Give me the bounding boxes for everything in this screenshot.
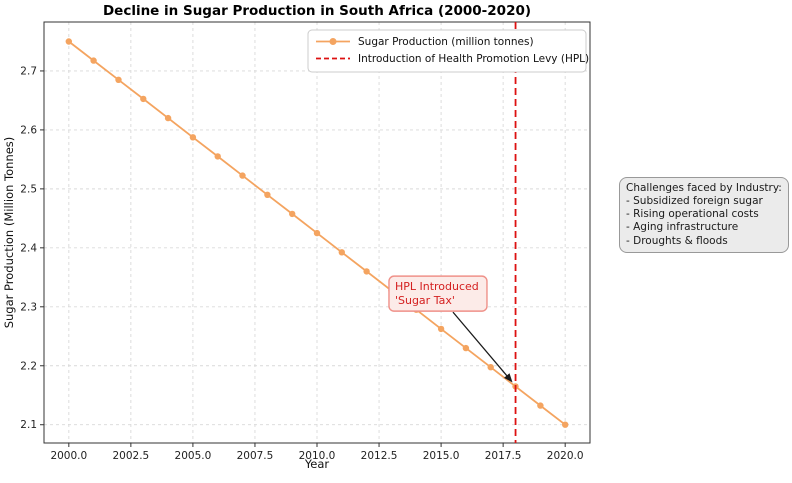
challenges-title: Challenges faced by Industry: — [626, 182, 782, 194]
data-point — [214, 153, 221, 160]
challenges-item: - Aging infrastructure — [626, 221, 739, 234]
data-point — [437, 325, 445, 333]
challenges-item: - Subsidized foreign sugar — [626, 195, 763, 208]
y-tick-label: 2.1 — [20, 419, 37, 431]
data-point — [115, 76, 122, 84]
x-tick-label: 2012.5 — [361, 450, 398, 462]
y-axis-label: Sugar Production (Million Tonnes) — [2, 137, 16, 329]
chart-title: Decline in Sugar Production in South Afr… — [103, 3, 531, 19]
annotation-text-line2: 'Sugar Tax' — [395, 294, 455, 307]
x-tick-label: 2015.0 — [423, 450, 460, 462]
annotation-arrow — [452, 311, 511, 380]
data-point — [462, 344, 470, 352]
annotation-text-line1: HPL Introduced — [395, 280, 479, 293]
data-point — [189, 134, 197, 141]
x-axis-label: Year — [304, 457, 330, 471]
legend-marker-icon — [329, 38, 337, 45]
data-point — [537, 402, 544, 409]
y-tick-label: 2.7 — [20, 65, 37, 77]
challenges-box: Challenges faced by Industry: - Subsidiz… — [619, 177, 789, 253]
legend-label-series: Sugar Production (million tonnes) — [358, 36, 534, 48]
data-point — [65, 38, 73, 45]
data-point — [264, 191, 271, 198]
data-point — [140, 95, 147, 103]
legend-label-vline: Introduction of Health Promotion Levy (H… — [358, 53, 589, 65]
annotation-arrowhead — [504, 373, 513, 383]
ticks-layer: 2000.0 2002.5 2005.0 2007.5 2010.0 2012.5 2015… — [20, 65, 583, 462]
grid-layer — [44, 22, 590, 443]
data-point — [239, 172, 246, 179]
legend: Sugar Production (million tonnes) Introd… — [307, 29, 589, 73]
x-tick-label: 2007.5 — [237, 450, 274, 462]
annotation-callout: HPL Introduced'Sugar Tax' — [388, 275, 513, 383]
data-point — [338, 249, 345, 256]
x-tick-label: 2010.0 — [299, 450, 336, 462]
legend-box — [307, 29, 587, 73]
y-tick-label: 2.3 — [20, 301, 37, 313]
x-tick-label: 2002.5 — [112, 450, 149, 462]
data-point — [164, 114, 172, 122]
x-tick-label: 2017.5 — [485, 450, 522, 462]
x-tick-label: 2000.0 — [50, 450, 87, 462]
series-layer — [65, 22, 569, 443]
y-tick-label: 2.5 — [20, 183, 37, 195]
challenges-item: - Droughts & floods — [626, 234, 728, 247]
annotation-box — [388, 275, 488, 312]
data-point — [313, 229, 321, 237]
data-point — [289, 210, 296, 218]
challenges-item: - Rising operational costs — [626, 208, 759, 221]
y-tick-label: 2.4 — [20, 242, 37, 254]
y-tick-label: 2.6 — [20, 124, 37, 136]
data-point — [487, 364, 494, 371]
x-tick-label: 2005.0 — [175, 450, 212, 462]
x-tick-label: 2020.0 — [547, 450, 584, 462]
y-tick-label: 2.2 — [20, 360, 37, 372]
data-point — [562, 421, 569, 428]
data-point — [90, 57, 97, 64]
data-point — [363, 268, 370, 275]
